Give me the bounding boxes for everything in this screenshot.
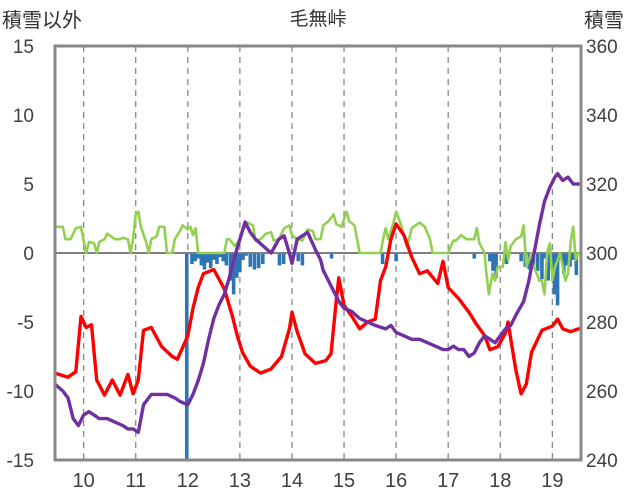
precip-bar-20 (252, 253, 257, 270)
precip-bar-19 (248, 253, 253, 267)
snow_depth-line (53, 171, 581, 435)
y-left-tick--5: -5 (17, 313, 34, 334)
precip-bar-30 (472, 253, 477, 259)
precip-bar-47 (562, 253, 566, 274)
precip-bar-4 (199, 253, 204, 266)
precip-bar-7 (208, 253, 213, 269)
y-right-tick-340: 340 (586, 106, 618, 127)
precip-bar-12 (224, 253, 229, 266)
precip-bar-6 (205, 253, 210, 263)
y-right-tick-260: 260 (586, 382, 618, 403)
y-right-tick-320: 320 (586, 175, 618, 196)
precip-bar-40 (540, 253, 544, 280)
wind-line (53, 210, 580, 296)
precip-bar-45 (555, 253, 560, 306)
series-lines (53, 171, 581, 435)
precip-bar-22 (260, 253, 265, 265)
precip-bar-48 (565, 253, 569, 266)
y-right-tick-360: 360 (586, 37, 618, 58)
y-left-tick--10: -10 (7, 382, 34, 403)
precip-bar-0 (184, 253, 189, 460)
precip-bar-26 (300, 253, 305, 266)
x-tick-19: 19 (541, 470, 563, 492)
y-right-tick-240: 240 (586, 451, 618, 472)
y-left-tick-0: 0 (23, 244, 34, 265)
y-left-tick-10: 10 (13, 106, 34, 127)
y-right-tick-300: 300 (586, 244, 618, 265)
precip-bar-28 (380, 253, 385, 265)
precip-bar-29 (394, 253, 398, 262)
chart-title: 毛無峠 (289, 8, 346, 30)
precip-bar-51 (574, 253, 579, 276)
precip-bar-14 (231, 253, 236, 295)
y-left-tick--15: -15 (7, 451, 34, 472)
precip-bar-24 (281, 253, 286, 265)
x-tick-11: 11 (125, 470, 146, 492)
x-tick-17: 17 (437, 470, 459, 492)
precip-bar-21 (256, 253, 261, 269)
precip-bar-3 (196, 253, 201, 259)
precip-bar-11 (221, 253, 226, 262)
y-left-tick-15: 15 (13, 37, 34, 58)
precip-bar-10 (218, 253, 222, 258)
x-tick-12: 12 (177, 470, 199, 492)
precip-bar-15 (234, 253, 239, 278)
precip-bar-1 (190, 253, 194, 265)
y-right-tick-280: 280 (586, 313, 618, 334)
right-y-tick-labels: 360 340 320 300 280 260 240 (586, 37, 618, 472)
precip-bar-17 (241, 253, 245, 260)
x-tick-labels: 10 11 12 13 14 15 16 17 18 19 (73, 470, 564, 492)
precip-bar-42 (546, 253, 550, 281)
precip-bar-33 (494, 253, 498, 278)
precip-bar-32 (491, 253, 495, 271)
plot-border (53, 44, 583, 462)
precip-bar-16 (238, 253, 242, 273)
precip-bar-31 (488, 253, 492, 262)
x-tick-10: 10 (73, 470, 95, 492)
left-axis-label: 積雪以外 (2, 8, 82, 32)
precip-bar-35 (519, 253, 523, 262)
x-tick-16: 16 (385, 470, 407, 492)
left-y-tick-labels: 15 10 5 0 -5 -10 -15 (7, 37, 34, 472)
precip-bar-27 (329, 253, 334, 259)
x-tick-18: 18 (489, 470, 511, 492)
x-tick-15: 15 (333, 470, 355, 492)
precip-bar-5 (202, 253, 207, 270)
precip-bar-41 (543, 253, 547, 259)
plot-frame (53, 44, 583, 462)
x-tick-13: 13 (229, 470, 251, 492)
y-left-tick-5: 5 (23, 175, 34, 196)
precip-bar-23 (277, 253, 282, 266)
precip-bar-8 (212, 253, 216, 260)
precip-bar-25 (296, 253, 301, 262)
temperature-line (53, 222, 581, 397)
precip-bar-2 (193, 253, 197, 262)
x-tick-14: 14 (281, 470, 303, 492)
right-axis-label: 積雪 (584, 8, 624, 32)
precip-bar-39 (535, 253, 540, 271)
precip-bar-34 (504, 253, 509, 265)
precip-bar-50 (571, 253, 575, 260)
precip-bar-18 (244, 253, 248, 256)
precip-bar-9 (215, 253, 219, 265)
